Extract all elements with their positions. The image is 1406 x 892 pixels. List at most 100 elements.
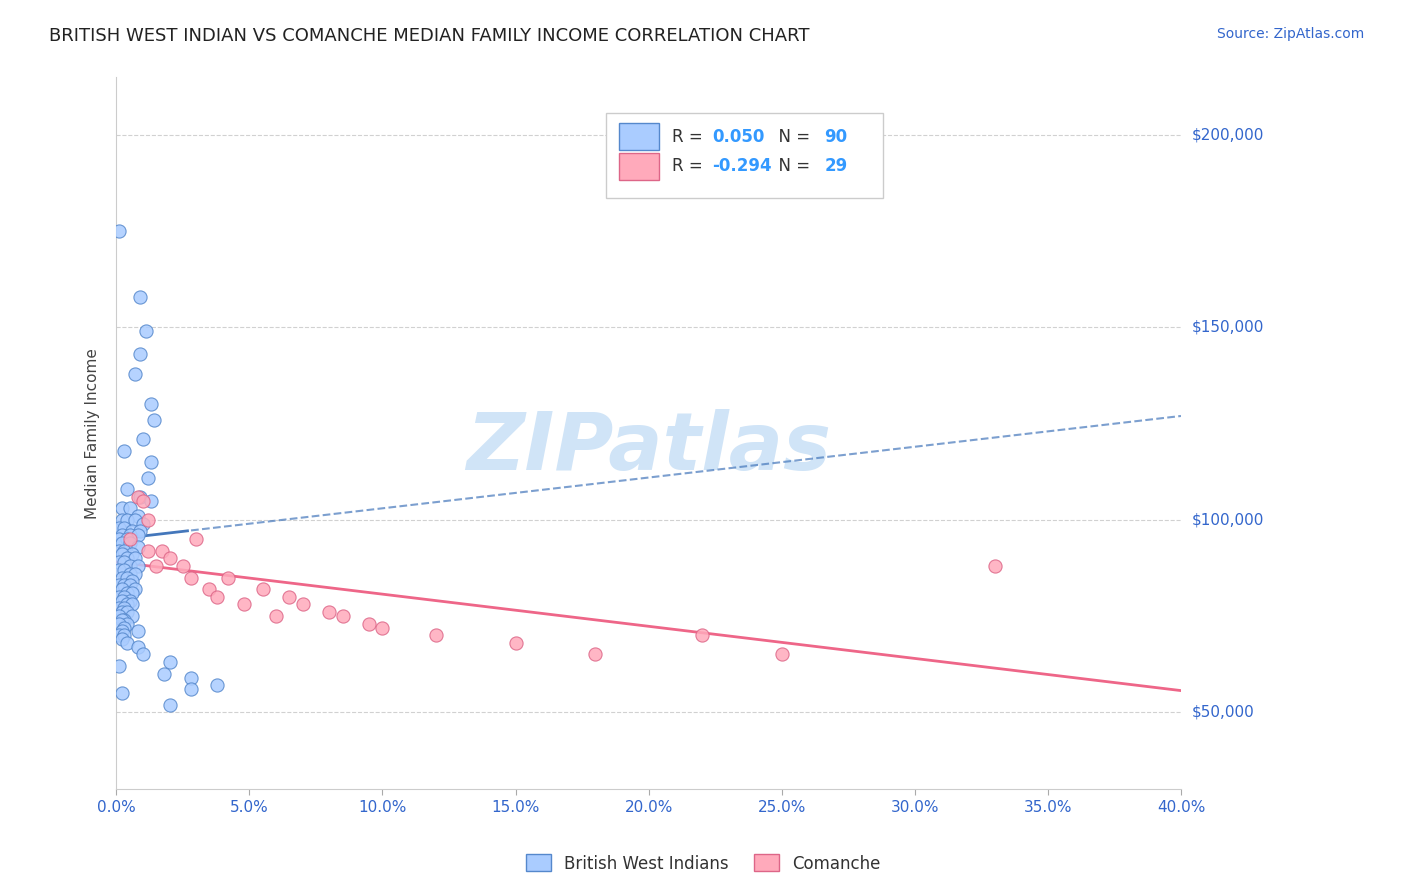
Point (124, 551, 146, 566)
Point (217, 570, 239, 584)
Point (184, 532, 207, 546)
Point (112, 520, 135, 534)
Point (180, 570, 202, 584)
Point (115, 586, 138, 600)
Point (108, 543, 131, 558)
Point (132, 516, 155, 531)
Text: R =: R = (672, 128, 709, 145)
Point (110, 613, 132, 627)
Point (110, 593, 132, 607)
Text: N =: N = (768, 157, 815, 176)
Point (110, 632, 132, 646)
Point (108, 578, 131, 592)
Point (136, 470, 159, 484)
Point (115, 616, 138, 631)
Point (129, 347, 152, 361)
Point (127, 528, 149, 542)
Point (129, 290, 152, 304)
Text: ZIPatlas: ZIPatlas (467, 409, 831, 486)
Point (110, 513, 132, 527)
Point (108, 224, 131, 238)
Point (115, 605, 138, 619)
Point (118, 566, 141, 581)
Point (142, 413, 165, 427)
FancyBboxPatch shape (606, 113, 883, 198)
Point (252, 582, 274, 596)
Text: 90: 90 (824, 128, 848, 145)
Text: BRITISH WEST INDIAN VS COMANCHE MEDIAN FAMILY INCOME CORRELATION CHART: BRITISH WEST INDIAN VS COMANCHE MEDIAN F… (49, 27, 810, 45)
Point (108, 609, 131, 624)
Point (159, 655, 181, 669)
Text: $50,000: $50,000 (1192, 705, 1254, 720)
Point (127, 490, 149, 504)
Point (770, 648, 793, 662)
Point (172, 559, 194, 574)
Point (132, 648, 155, 662)
Point (112, 555, 135, 569)
Point (118, 501, 141, 516)
Point (118, 532, 141, 546)
Point (108, 628, 131, 642)
Point (121, 586, 143, 600)
Point (110, 570, 132, 584)
Point (207, 590, 229, 604)
Point (359, 616, 381, 631)
Point (110, 528, 132, 542)
Point (127, 540, 149, 554)
Point (159, 698, 181, 712)
Point (121, 574, 143, 589)
Point (108, 659, 131, 673)
Point (118, 559, 141, 574)
Point (118, 593, 141, 607)
Point (110, 624, 132, 639)
Point (112, 443, 135, 458)
Point (115, 636, 138, 650)
Text: $200,000: $200,000 (1192, 128, 1264, 143)
Point (112, 628, 135, 642)
Point (110, 605, 132, 619)
Point (264, 609, 287, 624)
Point (112, 613, 135, 627)
Point (110, 501, 132, 516)
Point (108, 616, 131, 631)
Point (129, 524, 152, 539)
Point (115, 513, 138, 527)
Point (110, 686, 132, 700)
Point (108, 590, 131, 604)
Point (110, 548, 132, 562)
Point (115, 482, 138, 496)
Point (121, 524, 143, 539)
Point (371, 621, 394, 635)
Point (108, 563, 131, 577)
Point (118, 536, 141, 550)
Point (115, 532, 138, 546)
Point (139, 397, 162, 411)
Point (127, 624, 149, 639)
Point (583, 648, 606, 662)
Text: N =: N = (768, 128, 815, 145)
Point (124, 566, 146, 581)
Point (124, 582, 146, 596)
Point (121, 609, 143, 624)
Text: R =: R = (672, 157, 709, 176)
Point (124, 513, 146, 527)
Point (108, 532, 131, 546)
Legend: British West Indians, Comanche: British West Indians, Comanche (519, 847, 887, 880)
Point (145, 559, 167, 574)
Point (118, 528, 141, 542)
Point (112, 621, 135, 635)
Point (153, 666, 176, 681)
Text: 0.050: 0.050 (713, 128, 765, 145)
Point (278, 590, 301, 604)
Point (118, 578, 141, 592)
Point (983, 559, 1005, 574)
Point (110, 536, 132, 550)
Text: 29: 29 (824, 157, 848, 176)
Text: $100,000: $100,000 (1192, 512, 1264, 527)
Point (129, 490, 152, 504)
Text: -0.294: -0.294 (713, 157, 772, 176)
Point (112, 543, 135, 558)
Point (115, 551, 138, 566)
Point (115, 598, 138, 612)
Point (112, 590, 135, 604)
